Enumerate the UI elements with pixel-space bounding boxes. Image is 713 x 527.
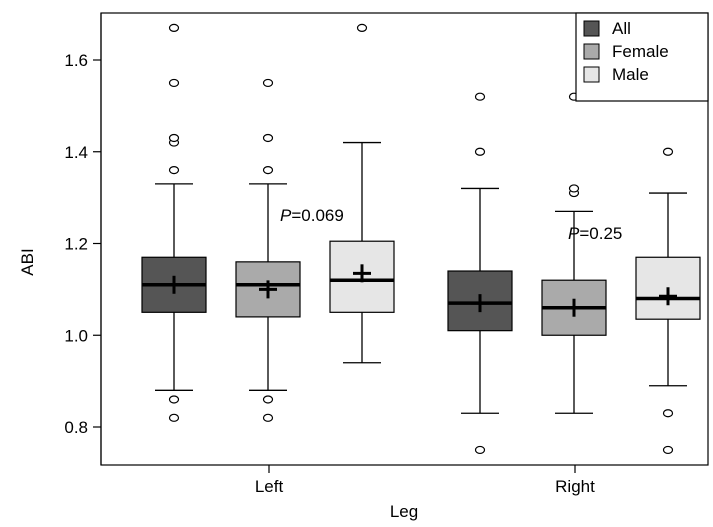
legend-label-male: Male: [612, 65, 649, 84]
y-tick-label: 1.6: [64, 51, 88, 70]
y-tick-label: 0.8: [64, 418, 88, 437]
box-all-left: [141, 23, 207, 422]
outlier-point: [568, 184, 580, 193]
outlier-point: [662, 409, 674, 418]
box-male-left: [329, 23, 395, 364]
outlier-point: [262, 395, 274, 404]
box-iqr: [235, 261, 301, 318]
outlier-point: [168, 133, 180, 143]
p-value-prefix: P: [568, 224, 580, 243]
legend: All Female Male: [575, 12, 709, 102]
y-tick-label: 1.0: [64, 326, 88, 345]
outlier-point: [474, 445, 486, 455]
p-value-prefix: P: [280, 206, 292, 225]
outlier-point: [168, 166, 180, 175]
legend-label-female: Female: [612, 42, 669, 61]
legend-label-all: All: [612, 19, 631, 38]
outlier-point: [262, 78, 274, 88]
outlier-point: [168, 78, 180, 88]
y-axis: 0.8 1.0 1.2 1.4 1.6: [64, 13, 102, 465]
outlier-point: [262, 166, 274, 175]
outlier-point: [474, 147, 486, 156]
y-axis-label: ABI: [18, 248, 37, 275]
p-value-annotation: P=0.25: [568, 224, 622, 243]
p-value-text: =0.069: [291, 206, 343, 225]
y-tick-label: 1.4: [64, 143, 88, 162]
boxes-layer: [141, 23, 701, 455]
outlier-point: [262, 133, 274, 143]
x-tick-label: Left: [255, 477, 284, 496]
legend-swatch-female: [583, 43, 600, 60]
box-all-right: [447, 92, 513, 455]
box-male-right: [635, 147, 701, 455]
outlier-point: [356, 23, 368, 32]
p-value-annotation: P=0.069: [280, 206, 344, 225]
outlier-point: [474, 92, 486, 101]
legend-swatch-all: [583, 20, 600, 37]
outlier-point: [262, 413, 274, 422]
outlier-point: [662, 445, 674, 455]
x-axis-label: Leg: [390, 502, 418, 521]
outlier-point: [168, 395, 180, 404]
legend-swatch-male: [583, 66, 600, 83]
x-axis: Left Right: [255, 465, 595, 496]
p-value-text: =0.25: [579, 224, 622, 243]
y-tick-label: 1.2: [64, 235, 88, 254]
x-tick-label: Right: [555, 477, 595, 496]
outlier-point: [168, 413, 180, 422]
box-female-right: [541, 92, 607, 414]
box-female-left: [235, 78, 301, 422]
outlier-point: [662, 147, 674, 156]
outlier-point: [168, 23, 180, 32]
